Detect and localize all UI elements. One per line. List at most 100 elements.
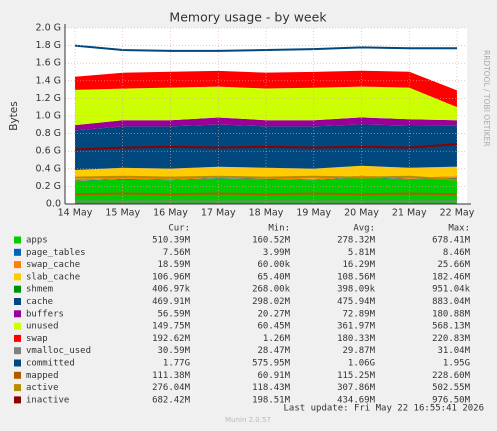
legend-stat: 568.13M xyxy=(432,322,471,332)
legend-stat: 678.41M xyxy=(432,236,471,246)
legend-stat: 228.60M xyxy=(432,371,471,381)
legend-stat: 180.88M xyxy=(432,309,471,319)
legend-stat: 60.91M xyxy=(257,371,290,381)
column-header: Avg: xyxy=(353,224,375,234)
legend-label: vmalloc_used xyxy=(26,346,91,356)
side-text: RRDTOOL / TOBI OETIKER xyxy=(482,50,491,147)
y-tick-label: 2.0 G xyxy=(36,23,62,34)
legend-stat: 118.43M xyxy=(252,383,291,393)
legend-stat: 31.04M xyxy=(437,346,470,356)
legend-stat: 20.27M xyxy=(257,309,290,319)
legend-stat: 298.02M xyxy=(252,297,291,307)
legend-swatch xyxy=(14,261,21,269)
y-tick-label: 0.2 G xyxy=(36,181,62,192)
legend-swatch xyxy=(14,322,21,330)
legend-stat: 276.04M xyxy=(152,383,191,393)
column-header: Min: xyxy=(268,224,290,234)
x-tick-label: 15 May xyxy=(105,208,140,219)
y-tick-label: 1.4 G xyxy=(36,75,62,86)
legend-swatch xyxy=(14,384,21,392)
legend-stat: 25.66M xyxy=(437,260,470,270)
legend-stat: 56.59M xyxy=(157,309,190,319)
legend-label: inactive xyxy=(26,395,69,405)
legend-stat: 16.29M xyxy=(342,260,375,270)
legend-stat: 180.33M xyxy=(337,334,376,344)
y-tick-label: 0.4 G xyxy=(36,163,62,174)
legend-label: cache xyxy=(26,297,53,307)
legend-stat: 406.97k xyxy=(152,285,191,295)
x-tick-label: 22 May xyxy=(440,208,475,219)
legend-swatch xyxy=(14,298,21,305)
legend-stat: 198.51M xyxy=(252,395,291,405)
y-tick-label: 0.0 xyxy=(46,199,61,210)
x-tick-label: 17 May xyxy=(201,208,236,219)
legend-swatch xyxy=(14,371,21,379)
y-axis-label: Bytes xyxy=(8,101,20,130)
legend-stat: 72.89M xyxy=(342,309,375,319)
y-tick-label: 0.6 G xyxy=(36,146,62,157)
legend-stat: 60.00k xyxy=(257,260,290,270)
legend-label: committed xyxy=(26,359,75,369)
legend-swatch xyxy=(14,334,21,342)
legend-stat: 1.77G xyxy=(163,359,190,369)
legend-stat: 8.46M xyxy=(443,248,471,258)
legend-stat: 307.86M xyxy=(337,383,376,393)
legend-stat: 111.38M xyxy=(152,371,191,381)
legend-stat: 65.40M xyxy=(257,272,290,282)
legend-label: active xyxy=(26,383,59,393)
line xyxy=(74,143,458,151)
footer: Munin 2.0.57 xyxy=(225,416,271,424)
area xyxy=(75,177,457,182)
legend-stat: 361.97M xyxy=(337,322,376,332)
legend-stat: 951.04k xyxy=(432,285,471,295)
legend-swatch xyxy=(14,347,21,355)
line xyxy=(74,175,458,181)
legend-swatch xyxy=(14,273,21,281)
column-header: Cur: xyxy=(168,224,190,234)
legend-label: mapped xyxy=(26,371,59,381)
legend-stat: 149.75M xyxy=(152,322,191,332)
last-update: Last update: Fri May 22 16:55:41 2026 xyxy=(284,404,484,414)
legend-stat: 1.26M xyxy=(263,334,291,344)
legend-label: swap xyxy=(26,334,48,344)
legend-swatch xyxy=(14,248,21,256)
legend-stat: 60.45M xyxy=(257,322,290,332)
legend-stat: 5.81M xyxy=(348,248,376,258)
y-tick-label: 1.0 G xyxy=(36,111,62,122)
legend-stat: 30.59M xyxy=(157,346,190,356)
column-header: Max: xyxy=(448,224,470,234)
area xyxy=(75,117,457,131)
x-tick-label: 14 May xyxy=(58,208,93,219)
legend-stat: 278.32M xyxy=(337,236,376,246)
legend-stat: 108.56M xyxy=(337,272,376,282)
legend-stat: 502.55M xyxy=(432,383,471,393)
legend-stat: 682.42M xyxy=(152,395,191,405)
legend-stat: 510.39M xyxy=(152,236,191,246)
legend-stat: 575.95M xyxy=(252,359,291,369)
legend-stat: 976.50M xyxy=(432,395,471,405)
legend-stat: 29.87M xyxy=(342,346,375,356)
legend-label: shmem xyxy=(26,285,53,295)
legend-label: slab_cache xyxy=(26,272,80,282)
x-tick-label: 18 May xyxy=(249,208,284,219)
legend-label: unused xyxy=(26,322,59,332)
legend-stat: 192.62M xyxy=(152,334,191,344)
y-tick-label: 1.6 G xyxy=(36,58,62,69)
legend-stat: 268.00k xyxy=(252,285,291,295)
legend-label: page_tables xyxy=(26,248,86,258)
legend-stat: 469.91M xyxy=(152,297,191,307)
legend-label: swap_cache xyxy=(26,260,80,270)
legend-stat: 28.47M xyxy=(257,346,290,356)
legend-label: apps xyxy=(26,236,48,246)
legend-stat: 1.06G xyxy=(348,359,375,369)
legend-stat: 160.52M xyxy=(252,236,291,246)
y-tick-label: 0.8 G xyxy=(36,128,62,139)
line xyxy=(74,192,458,196)
legend-stat: 182.46M xyxy=(432,272,471,282)
legend-stat: 1.95G xyxy=(443,359,470,369)
x-tick-label: 20 May xyxy=(344,208,379,219)
legend-stat: 3.99M xyxy=(263,248,291,258)
legend-swatch xyxy=(14,236,21,244)
legend-stat: 106.96M xyxy=(152,272,191,282)
